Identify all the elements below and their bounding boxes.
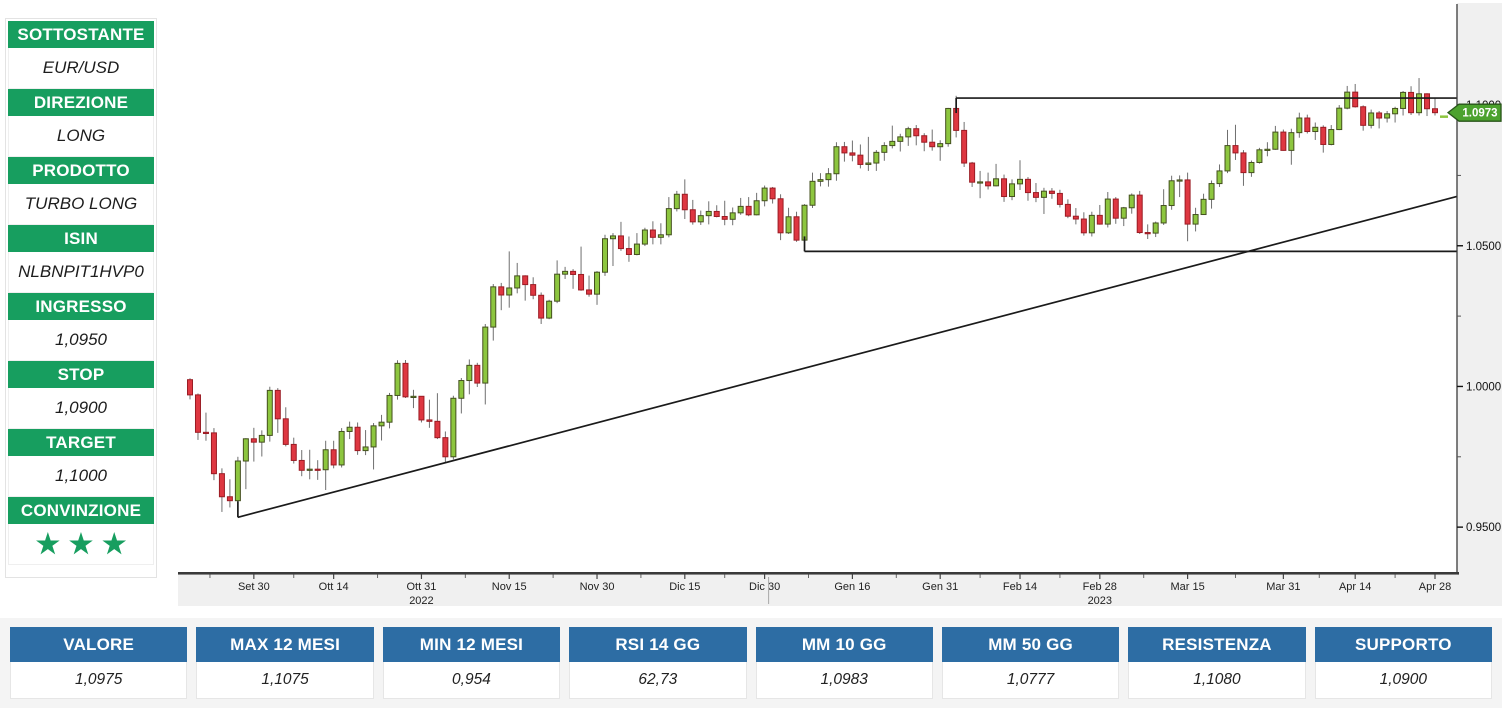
svg-text:Nov 30: Nov 30 <box>580 581 615 593</box>
annotation-lines <box>237 97 1458 519</box>
svg-text:1.0973: 1.0973 <box>1462 108 1497 120</box>
sidebar-header-prodotto: PRODOTTO <box>8 157 154 184</box>
svg-text:Dic 15: Dic 15 <box>669 581 700 593</box>
svg-text:0.9500: 0.9500 <box>1466 522 1501 534</box>
svg-text:Feb 14: Feb 14 <box>1003 581 1037 593</box>
candles <box>187 78 1438 518</box>
svg-text:1.0000: 1.0000 <box>1466 381 1501 393</box>
sidebar-header-ingresso: INGRESSO <box>8 293 154 320</box>
sidebar-header-direzione: DIREZIONE <box>8 89 154 116</box>
stat-max-12-mesi: MAX 12 MESI 1,1075 <box>196 627 374 708</box>
stat-resistenza-value: 1,1080 <box>1128 662 1306 699</box>
stat-mm-50-gg-value: 1,0777 <box>941 662 1120 699</box>
stat-min-12-mesi-value: 0,954 <box>382 662 561 699</box>
sidebar-value-isin: NLBNPIT1HVP0 <box>8 252 154 293</box>
sidebar-value-prodotto: TURBO LONG <box>8 184 154 225</box>
stat-mm-10-gg-value: 1,0983 <box>755 662 933 699</box>
stat-valore: VALORE 1,0975 <box>10 627 188 708</box>
svg-text:1.0500: 1.0500 <box>1466 241 1501 253</box>
svg-text:Dic 30: Dic 30 <box>749 581 780 593</box>
sidebar-value-ingresso: 1,0950 <box>8 320 154 361</box>
svg-text:Mar 15: Mar 15 <box>1170 581 1204 593</box>
stat-resistenza: RESISTENZA 1,1080 <box>1128 627 1306 708</box>
stat-mm-10-gg-header: MM 10 GG <box>755 627 933 662</box>
sidebar-value-target: 1,1000 <box>8 456 154 497</box>
svg-text:Apr 28: Apr 28 <box>1419 581 1451 593</box>
svg-text:Gen 31: Gen 31 <box>922 581 958 593</box>
stat-valore-value: 1,0975 <box>10 662 188 699</box>
stat-supporto: SUPPORTO 1,0900 <box>1314 627 1492 708</box>
stat-min-12-mesi-header: MIN 12 MESI <box>382 627 561 662</box>
last-price-tag: 1.0973 <box>1446 103 1502 122</box>
svg-text:Ott 31: Ott 31 <box>406 581 436 593</box>
svg-text:2023: 2023 <box>1088 595 1112 607</box>
sidebar-value-stop: 1,0900 <box>8 388 154 429</box>
conviction-stars: ★★★ <box>8 524 154 565</box>
sidebar-header-stop: STOP <box>8 361 154 388</box>
svg-text:Gen 16: Gen 16 <box>834 581 870 593</box>
stat-mm-10-gg: MM 10 GG 1,0983 <box>755 627 933 708</box>
svg-text:Nov 15: Nov 15 <box>492 581 527 593</box>
stat-rsi-14-gg-value: 62,73 <box>569 662 747 699</box>
stat-mm-50-gg-header: MM 50 GG <box>941 627 1120 662</box>
stat-supporto-header: SUPPORTO <box>1314 627 1492 662</box>
price-chart: Set 30 Ott 14 Ott 31 Nov 15 Nov 30 Dic 15 Dic … <box>178 3 1502 607</box>
sidebar-header-convinzione: CONVINZIONE <box>8 497 154 524</box>
stat-max-12-mesi-header: MAX 12 MESI <box>196 627 374 662</box>
stat-rsi-14-gg: RSI 14 GG 62,73 <box>569 627 747 708</box>
stat-valore-header: VALORE <box>10 627 188 662</box>
stat-max-12-mesi-value: 1,1075 <box>196 662 374 699</box>
stat-resistenza-header: RESISTENZA <box>1128 627 1306 662</box>
svg-text:2022: 2022 <box>409 595 433 607</box>
svg-text:Apr 14: Apr 14 <box>1339 581 1371 593</box>
sidebar-value-direzione: LONG <box>8 116 154 157</box>
x-axis-line <box>178 572 1459 575</box>
sidebar-value-sottostante: EUR/USD <box>8 48 154 89</box>
stat-rsi-14-gg-header: RSI 14 GG <box>569 627 747 662</box>
sidebar-header-target: TARGET <box>8 429 154 456</box>
sidebar-header-sottostante: SOTTOSTANTE <box>8 21 154 48</box>
stat-supporto-value: 1,0900 <box>1314 662 1492 699</box>
trade-info-panel: SOTTOSTANTE EUR/USD DIREZIONE LONG PRODO… <box>5 18 157 578</box>
stats-table: VALORE 1,0975 MAX 12 MESI 1,1075 MIN 12 … <box>0 618 1502 708</box>
x-axis-labels: Set 30 Ott 14 Ott 31 Nov 15 Nov 30 Dic 15 Dic … <box>209 574 1451 607</box>
svg-text:Feb 28: Feb 28 <box>1083 581 1117 593</box>
svg-text:Ott 14: Ott 14 <box>319 581 349 593</box>
sidebar-header-isin: ISIN <box>8 225 154 252</box>
svg-text:Set 30: Set 30 <box>238 581 270 593</box>
stat-mm-50-gg: MM 50 GG 1,0777 <box>941 627 1120 708</box>
stat-min-12-mesi: MIN 12 MESI 0,954 <box>382 627 561 708</box>
candlestick-chart-region: Set 30 Ott 14 Ott 31 Nov 15 Nov 30 Dic 15 Dic … <box>178 3 1502 607</box>
svg-text:Mar 31: Mar 31 <box>1266 581 1300 593</box>
